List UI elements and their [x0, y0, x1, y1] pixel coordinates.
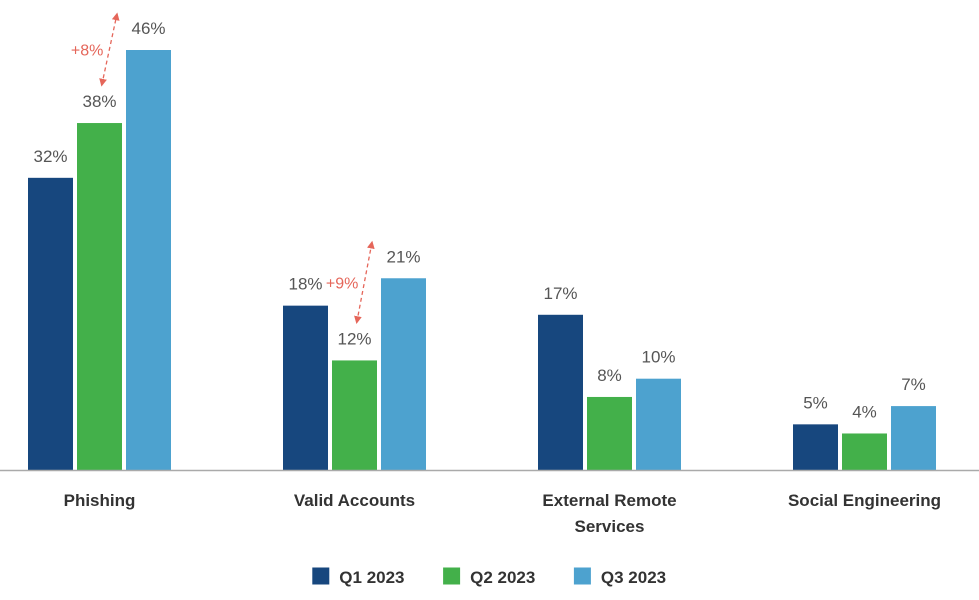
legend-label-q3-2023: Q3 2023 — [601, 568, 666, 587]
value-label-external-remote-services-q2-2023: 8% — [597, 366, 622, 385]
bar-external-remote-services-q3-2023 — [636, 378, 681, 470]
bar-phishing-q1-2023 — [28, 177, 73, 470]
legend-swatch-q1-2023 — [312, 567, 330, 585]
value-label-social-engineering-q2-2023: 4% — [852, 402, 877, 421]
legend-item-q1-2023: Q1 2023 — [312, 567, 405, 587]
annotation-arrow-valid-accounts — [354, 240, 375, 324]
annotation-label-valid-accounts: +9% — [326, 275, 358, 292]
bars-layer — [28, 50, 936, 470]
legend: Q1 2023 Q2 2023 Q3 2023 — [312, 567, 666, 587]
legend-label-q1-2023: Q1 2023 — [339, 568, 404, 587]
value-label-valid-accounts-q3-2023: 21% — [386, 247, 420, 266]
bar-social-engineering-q1-2023 — [793, 424, 838, 470]
bar-external-remote-services-q2-2023 — [587, 396, 632, 470]
value-label-phishing-q1-2023: 32% — [33, 147, 67, 166]
bar-valid-accounts-q3-2023 — [381, 278, 426, 470]
bar-external-remote-services-q1-2023 — [538, 314, 583, 470]
value-label-phishing-q2-2023: 38% — [82, 92, 116, 111]
value-labels-layer: 32% 38% 46% 18% 12% 21% 17% 8% 10% 5% 4% 7% — [33, 19, 925, 421]
legend-item-q3-2023: Q3 2023 — [573, 567, 666, 587]
category-label-valid-accounts: Valid Accounts — [294, 491, 415, 510]
annotation-arrow-phishing — [99, 12, 120, 87]
bar-social-engineering-q2-2023 — [842, 433, 887, 470]
legend-swatch-q3-2023 — [573, 567, 591, 585]
category-label-external-remote-services: External Remote Services — [542, 491, 676, 536]
bar-valid-accounts-q2-2023 — [332, 360, 377, 470]
legend-item-q2-2023: Q2 2023 — [443, 567, 535, 587]
bar-social-engineering-q3-2023 — [891, 406, 936, 470]
value-label-phishing-q3-2023: 46% — [131, 19, 165, 38]
bar-valid-accounts-q1-2023 — [283, 305, 328, 470]
category-label-phishing: Phishing — [64, 491, 136, 510]
value-label-external-remote-services-q3-2023: 10% — [641, 348, 675, 367]
bar-phishing-q2-2023 — [77, 123, 122, 470]
value-label-social-engineering-q3-2023: 7% — [901, 375, 926, 394]
category-label-social-engineering: Social Engineering — [788, 491, 941, 510]
bar-phishing-q3-2023 — [126, 50, 171, 470]
legend-label-q2-2023: Q2 2023 — [470, 568, 535, 587]
legend-swatch-q2-2023 — [443, 567, 461, 585]
annotation-layer: +8% +9% — [71, 12, 375, 324]
annotation-label-phishing: +8% — [71, 43, 103, 60]
value-label-valid-accounts-q1-2023: 18% — [288, 275, 322, 294]
value-label-external-remote-services-q1-2023: 17% — [543, 284, 577, 303]
category-labels-layer: Phishing Valid Accounts External Remote Ser… — [64, 491, 941, 536]
value-label-social-engineering-q1-2023: 5% — [803, 393, 828, 412]
value-label-valid-accounts-q2-2023: 12% — [337, 329, 371, 348]
